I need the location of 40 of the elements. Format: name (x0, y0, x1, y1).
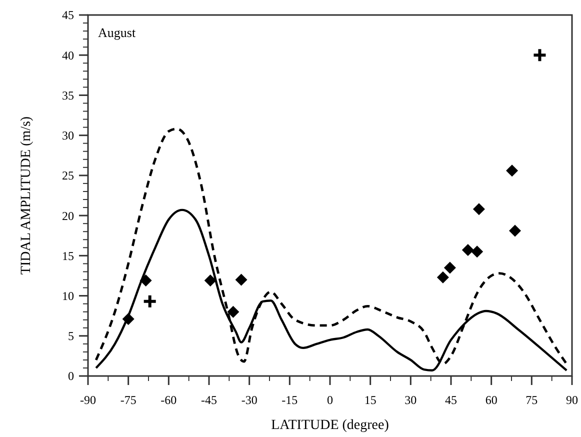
x-tick-label: 15 (364, 393, 376, 407)
point (532, 48, 548, 63)
y-tick-label: 45 (62, 8, 74, 22)
x-tick-label: -45 (201, 393, 217, 407)
point (444, 262, 456, 274)
y-tick-label: 25 (62, 168, 74, 183)
annotation: August (98, 25, 136, 40)
y-axis-title: TIDAL AMPLITUDE (m/s) (19, 116, 34, 275)
y-tick-label: 20 (62, 208, 74, 223)
x-tick-label: 60 (485, 393, 498, 407)
x-tick-label: -30 (241, 393, 258, 407)
point (227, 306, 240, 318)
point (142, 294, 158, 309)
y-tick-label: 5 (68, 329, 74, 344)
x-tick-label: 90 (566, 393, 578, 407)
point (471, 246, 484, 258)
x-tick-label: 45 (445, 393, 457, 407)
point (462, 244, 474, 256)
x-tick-label: -75 (120, 393, 136, 407)
x-tick-label: 0 (327, 393, 333, 407)
point (235, 274, 248, 286)
x-axis-title: LATITUDE (degree) (271, 418, 390, 433)
point (436, 271, 449, 284)
point (204, 274, 216, 287)
y-tick-label: 30 (62, 128, 74, 143)
y-tick-label: 15 (62, 248, 74, 263)
point (122, 313, 134, 326)
point (472, 203, 485, 216)
point (506, 164, 518, 177)
x-tick-label: 75 (526, 393, 538, 407)
x-tick-label: -15 (282, 393, 298, 407)
y-tick-label: 40 (62, 48, 74, 62)
y-tick-label: 0 (68, 369, 74, 384)
x-tick-label: -90 (80, 393, 96, 407)
x-tick-label: -60 (160, 393, 177, 407)
x-tick-label: 30 (404, 393, 417, 407)
point (508, 224, 521, 237)
y-tick-label: 35 (62, 88, 74, 102)
y-tick-label: 10 (62, 288, 74, 303)
point (140, 274, 152, 287)
